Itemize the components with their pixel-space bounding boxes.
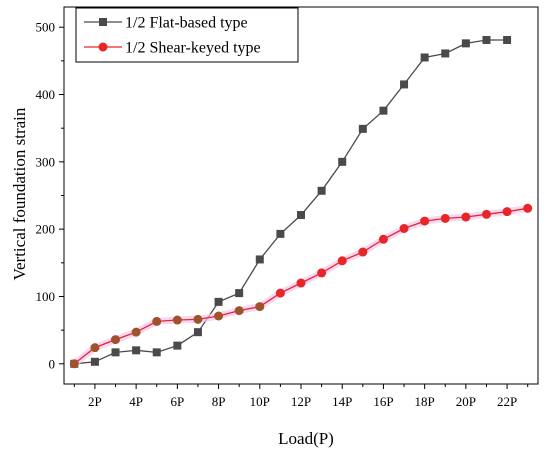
data-point-square <box>90 357 99 366</box>
data-point-square <box>255 255 264 264</box>
data-point-circle <box>420 216 430 226</box>
data-point-circle <box>481 209 491 219</box>
x-tick-label: 6P <box>170 394 184 409</box>
legend-label: 1/2 Shear-keyed type <box>125 40 261 57</box>
x-axis-label: Load(P) <box>278 429 334 448</box>
x-tick-label: 12P <box>291 394 311 409</box>
data-point-circle <box>523 203 533 213</box>
legend-label: 1/2 Flat-based type <box>125 15 248 32</box>
data-point-square <box>276 229 285 238</box>
series-layer <box>69 35 533 369</box>
data-point-circle <box>440 213 450 223</box>
data-point-circle <box>296 278 306 288</box>
x-tick-label: 16P <box>373 394 393 409</box>
series-line <box>74 39 508 365</box>
data-point-circle <box>255 302 265 312</box>
data-point-square <box>503 35 512 44</box>
axes: 0 100 200 300 400 500 2P 4P 6P 8P 10P 12P 14P 16P 18P 2… <box>36 20 529 409</box>
data-point-circle <box>461 212 471 222</box>
data-point-square <box>297 211 305 220</box>
data-point-square <box>235 289 244 298</box>
data-point-circle <box>131 327 141 337</box>
data-point-square <box>111 348 120 357</box>
data-point-square <box>441 49 450 58</box>
data-point-square <box>482 35 491 44</box>
data-point-circle <box>214 311 224 321</box>
data-point-circle <box>90 343 100 353</box>
plot-frame <box>63 6 539 385</box>
x-tick-label: 14P <box>332 394 352 409</box>
x-tick-label: 20P <box>456 394 476 409</box>
data-point-circle <box>502 207 512 217</box>
data-point-circle <box>152 316 162 326</box>
data-point-square <box>338 157 347 166</box>
data-point-circle <box>317 268 327 278</box>
y-axis-label: Vertical foundation strain <box>10 107 29 280</box>
data-point-circle <box>275 288 285 298</box>
data-point-square <box>358 124 367 133</box>
y-tick-label: 0 <box>49 356 56 371</box>
data-point-square <box>420 53 429 62</box>
x-tick-label: 18P <box>415 394 435 409</box>
x-tick-label: 4P <box>129 394 143 409</box>
data-point-square <box>214 297 223 306</box>
series-1 <box>70 35 512 368</box>
data-point-square <box>173 341 182 350</box>
plot-area <box>63 6 539 385</box>
legend: 1/2 Flat-based type 1/2 Shear-keyed type <box>75 7 299 63</box>
data-point-circle <box>69 359 79 369</box>
data-point-circle <box>111 335 121 345</box>
data-point-square <box>152 348 161 357</box>
data-point-circle <box>193 314 203 324</box>
x-tick-label: 10P <box>250 394 270 409</box>
legend-marker-circle <box>98 42 108 52</box>
data-point-circle <box>172 315 182 325</box>
data-point-circle <box>234 306 244 316</box>
data-point-square <box>461 39 470 48</box>
y-tick-label: 100 <box>36 289 56 304</box>
data-point-square <box>379 106 388 115</box>
y-tick-label: 300 <box>36 154 56 169</box>
x-tick-label: 22P <box>497 394 517 409</box>
data-point-square <box>317 186 326 195</box>
y-tick-label: 400 <box>36 87 56 102</box>
y-tick-label: 500 <box>36 20 56 35</box>
data-point-circle <box>337 256 347 266</box>
x-tick-label: 8P <box>212 394 226 409</box>
data-point-square <box>193 328 202 337</box>
data-point-circle <box>378 234 388 244</box>
data-point-square <box>132 346 141 355</box>
data-point-circle <box>358 247 368 257</box>
x-tick-label: 2P <box>88 394 102 409</box>
data-point-circle <box>399 223 409 233</box>
data-point-square <box>400 80 409 89</box>
y-tick-label: 200 <box>36 222 56 237</box>
series-2 <box>69 203 533 369</box>
legend-marker-square <box>99 18 107 26</box>
legend-box <box>75 7 299 63</box>
